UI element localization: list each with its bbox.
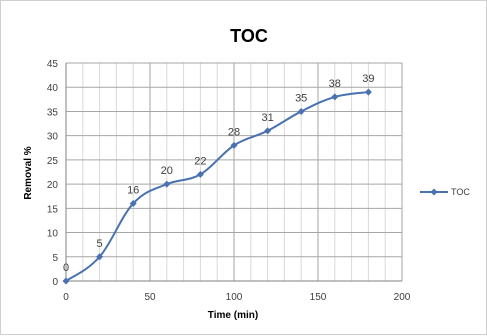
y-tick-label: 35 <box>47 107 59 118</box>
data-point <box>129 199 137 207</box>
data-point <box>297 107 305 115</box>
y-tick-label: 30 <box>47 132 59 143</box>
legend-label: TOC <box>451 187 470 197</box>
y-tick-label: 5 <box>52 253 58 264</box>
x-tick-label: 200 <box>394 292 411 303</box>
x-axis-title: Time (min) <box>208 310 258 321</box>
data-label: 39 <box>362 73 374 85</box>
data-point <box>364 88 372 96</box>
x-tick-label: 0 <box>63 292 69 303</box>
legend-marker <box>430 188 438 196</box>
data-point <box>230 141 238 149</box>
y-tick-label: 45 <box>47 59 59 70</box>
x-tick-label: 150 <box>310 292 327 303</box>
axes <box>65 63 402 282</box>
y-tick-label: 40 <box>47 83 59 94</box>
series-toc <box>62 88 372 285</box>
x-tick-label: 50 <box>144 292 156 303</box>
data-label: 31 <box>261 112 273 124</box>
data-label: 22 <box>194 155 206 167</box>
y-tick-label: 15 <box>47 204 59 215</box>
data-labels: 0 5 16 20 22 28 31 35 38 39 <box>63 73 375 274</box>
data-label: 20 <box>161 165 173 177</box>
data-point <box>331 93 339 101</box>
data-point <box>96 253 104 261</box>
data-point <box>62 277 70 285</box>
y-tick-label: 20 <box>47 180 59 191</box>
chart-title: TOC <box>230 26 268 46</box>
data-label: 16 <box>127 184 139 196</box>
legend: TOC <box>420 187 470 197</box>
y-axis-title: Removal % <box>23 146 34 199</box>
y-tick-label: 25 <box>47 156 59 167</box>
x-tick-label: 100 <box>226 292 243 303</box>
series-line <box>65 91 369 282</box>
data-label: 28 <box>228 126 240 138</box>
y-tick-label: 10 <box>47 229 59 240</box>
data-point <box>163 180 171 188</box>
data-label: 35 <box>295 92 307 104</box>
data-point <box>196 170 204 178</box>
data-label: 0 <box>63 262 69 274</box>
y-tick-label: 0 <box>52 277 58 288</box>
data-point <box>264 127 272 135</box>
grid-lines <box>66 62 403 281</box>
data-label: 5 <box>97 238 103 250</box>
data-label: 38 <box>329 78 341 90</box>
